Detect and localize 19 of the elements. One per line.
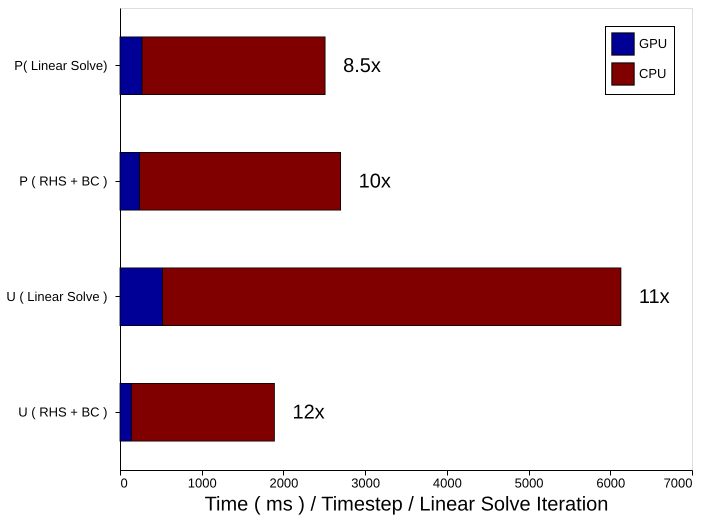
y-tick-label: P ( RHS + BC )	[19, 173, 108, 188]
y-tick-label: U ( Linear Solve )	[6, 288, 108, 304]
x-axis-title: Time ( ms ) / Timestep / Linear Solve Iteration	[204, 494, 608, 516]
annotation: 11x	[638, 286, 670, 308]
annotation: 12x	[292, 401, 325, 424]
x-tick-label: 4000	[432, 476, 462, 490]
annotation: 10x	[358, 170, 391, 192]
legend-label: CPU	[639, 66, 666, 81]
annotation: 8.5x	[343, 54, 381, 77]
legend-label: GPU	[639, 36, 668, 51]
x-tick-label: 6000	[596, 476, 626, 490]
x-tick-label: 1000	[188, 476, 217, 490]
y-tick-label: P( Linear Solve)	[14, 58, 108, 73]
x-tick-label: 2000	[269, 476, 298, 490]
x-tick-label: 3000	[351, 476, 380, 490]
x-tick-label: 0	[120, 476, 128, 490]
x-tick-label: 5000	[514, 476, 544, 490]
x-tick-label: 7000	[664, 476, 692, 490]
y-tick-label: U ( RHS + BC )	[18, 404, 108, 420]
